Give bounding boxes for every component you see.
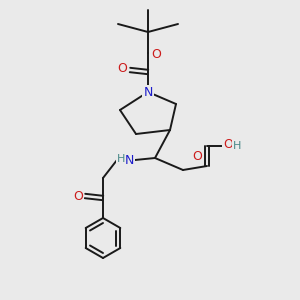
Text: H: H — [233, 141, 241, 151]
Text: O: O — [117, 62, 127, 76]
Text: N: N — [143, 85, 153, 98]
Text: O: O — [151, 49, 161, 62]
Text: H: H — [117, 154, 125, 164]
Text: N: N — [124, 154, 134, 166]
Text: O: O — [223, 139, 233, 152]
Text: O: O — [192, 149, 202, 163]
Text: O: O — [73, 190, 83, 203]
